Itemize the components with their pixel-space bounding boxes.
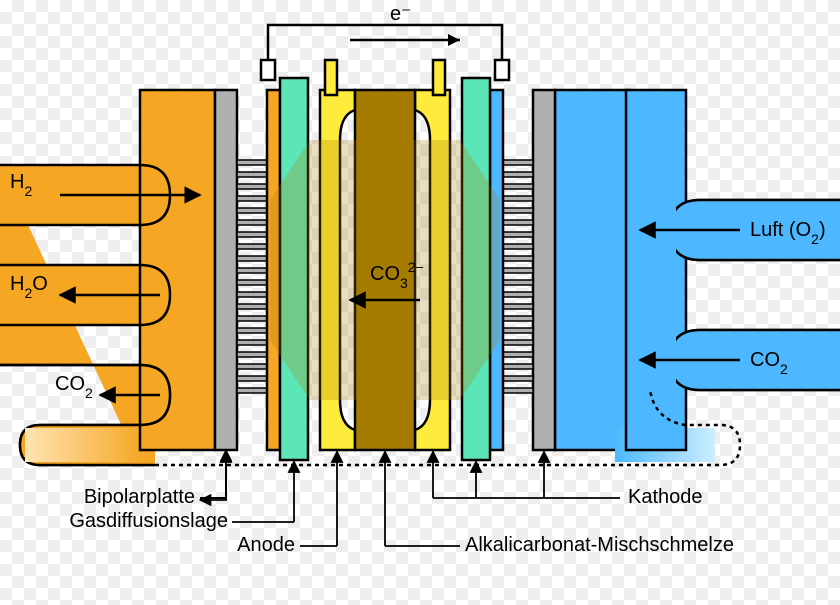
anode-label: Anode (237, 534, 295, 556)
co2-left-label: CO2 (55, 373, 93, 401)
bipolar-plate-right (503, 90, 555, 450)
gasdiffusion-label: Gasdiffusionslage (69, 510, 228, 532)
leader-lines (200, 450, 226, 500)
electron-wire (261, 25, 509, 80)
bipolarplatte-label: Bipolarplatte (84, 486, 195, 508)
electron-label: e⁻ (390, 3, 412, 25)
alkalicarbonat-label: Alkalicarbonat-Mischschmelze (465, 534, 734, 556)
bipolar-plate-left (215, 90, 267, 450)
kathode-label: Kathode (628, 486, 703, 508)
cathode-manifold (555, 90, 840, 462)
fuel-cell-diagram: e⁻ H2 H2O CO2 CO32− Luft (O2) CO2 Bipola… (0, 0, 840, 605)
